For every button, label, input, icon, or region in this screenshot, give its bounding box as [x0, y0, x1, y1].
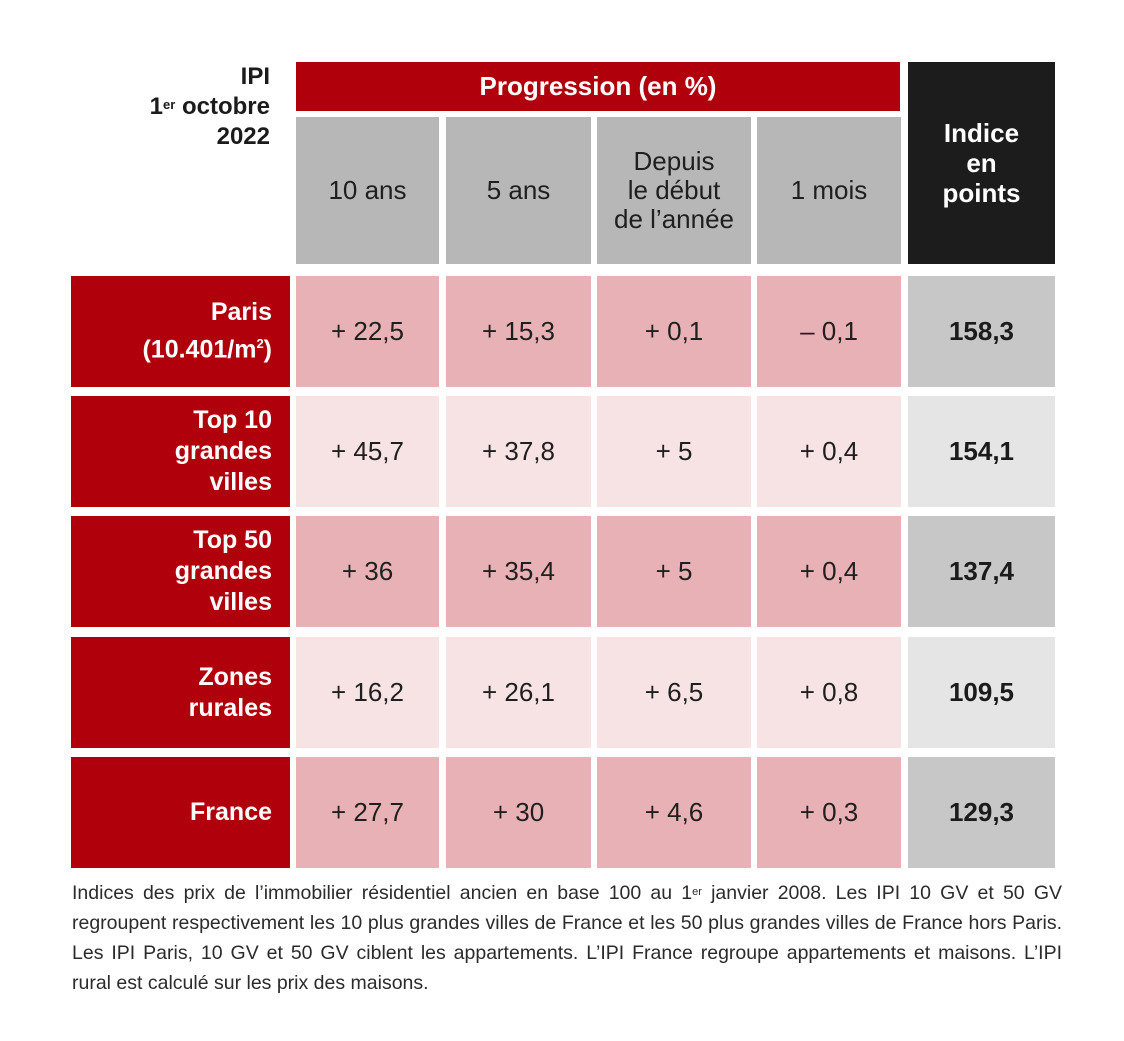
value-cell: + 22,5 [296, 276, 439, 387]
column-header: Depuis le début de l’année [597, 117, 751, 264]
row-label-text: France [190, 798, 272, 826]
value-cell: + 0,4 [757, 396, 901, 507]
row-label: France [71, 757, 290, 868]
column-header: 10 ans [296, 117, 439, 264]
footnote-sup: er [692, 886, 702, 898]
index-cell: 129,3 [908, 757, 1055, 868]
row-label-text: Paris (10.401/m2) [142, 298, 272, 364]
value-cell: + 5 [597, 396, 751, 507]
value-cell: + 0,4 [757, 516, 901, 627]
value-cell: + 0,8 [757, 637, 901, 748]
corner-label-sup: er [163, 97, 176, 112]
row-label: Top 50 grandes villes [71, 516, 290, 627]
corner-label: IPI 1er octobre 2022 [60, 62, 270, 152]
value-cell: – 0,1 [757, 276, 901, 387]
row-label: Zones rurales [71, 637, 290, 748]
corner-label-line1: IPI [240, 63, 270, 90]
row-label-text: Top 10 grandes villes [174, 406, 272, 496]
value-cell: + 30 [446, 757, 591, 868]
row-label: Paris (10.401/m2) [71, 276, 290, 387]
footnote: Indices des prix de l’immobilier résiden… [72, 878, 1062, 998]
row-label-text: Zones rurales [188, 662, 272, 722]
row-label-sup: 2 [256, 336, 264, 352]
value-cell: + 0,3 [757, 757, 901, 868]
value-cell: + 27,7 [296, 757, 439, 868]
value-cell: + 45,7 [296, 396, 439, 507]
index-cell: 137,4 [908, 516, 1055, 627]
index-cell: 154,1 [908, 396, 1055, 507]
value-cell: + 26,1 [446, 637, 591, 748]
corner-label-line2: 1er octobre [60, 92, 270, 122]
corner-label-rest: octobre [175, 93, 270, 120]
value-cell: + 5 [597, 516, 751, 627]
row-label-text: Top 50 grandes villes [174, 526, 272, 616]
row-label: Top 10 grandes villes [71, 396, 290, 507]
index-cell: 158,3 [908, 276, 1055, 387]
value-cell: + 15,3 [446, 276, 591, 387]
progression-header: Progression (en %) [296, 62, 900, 111]
footnote-part1: Indices des prix de l’immobilier résiden… [72, 882, 693, 904]
column-header: 1 mois [757, 117, 901, 264]
value-cell: + 16,2 [296, 637, 439, 748]
value-cell: + 35,4 [446, 516, 591, 627]
value-cell: + 0,1 [597, 276, 751, 387]
value-cell: + 37,8 [446, 396, 591, 507]
value-cell: + 4,6 [597, 757, 751, 868]
corner-label-num: 1 [149, 93, 164, 120]
footnote-part2: janvier 2008. Les IPI 10 GV et 50 GV reg… [72, 882, 1062, 994]
index-header: Indice en points [908, 62, 1055, 264]
corner-label-line3: 2022 [216, 123, 270, 150]
value-cell: + 36 [296, 516, 439, 627]
index-cell: 109,5 [908, 637, 1055, 748]
column-header: 5 ans [446, 117, 591, 264]
value-cell: + 6,5 [597, 637, 751, 748]
